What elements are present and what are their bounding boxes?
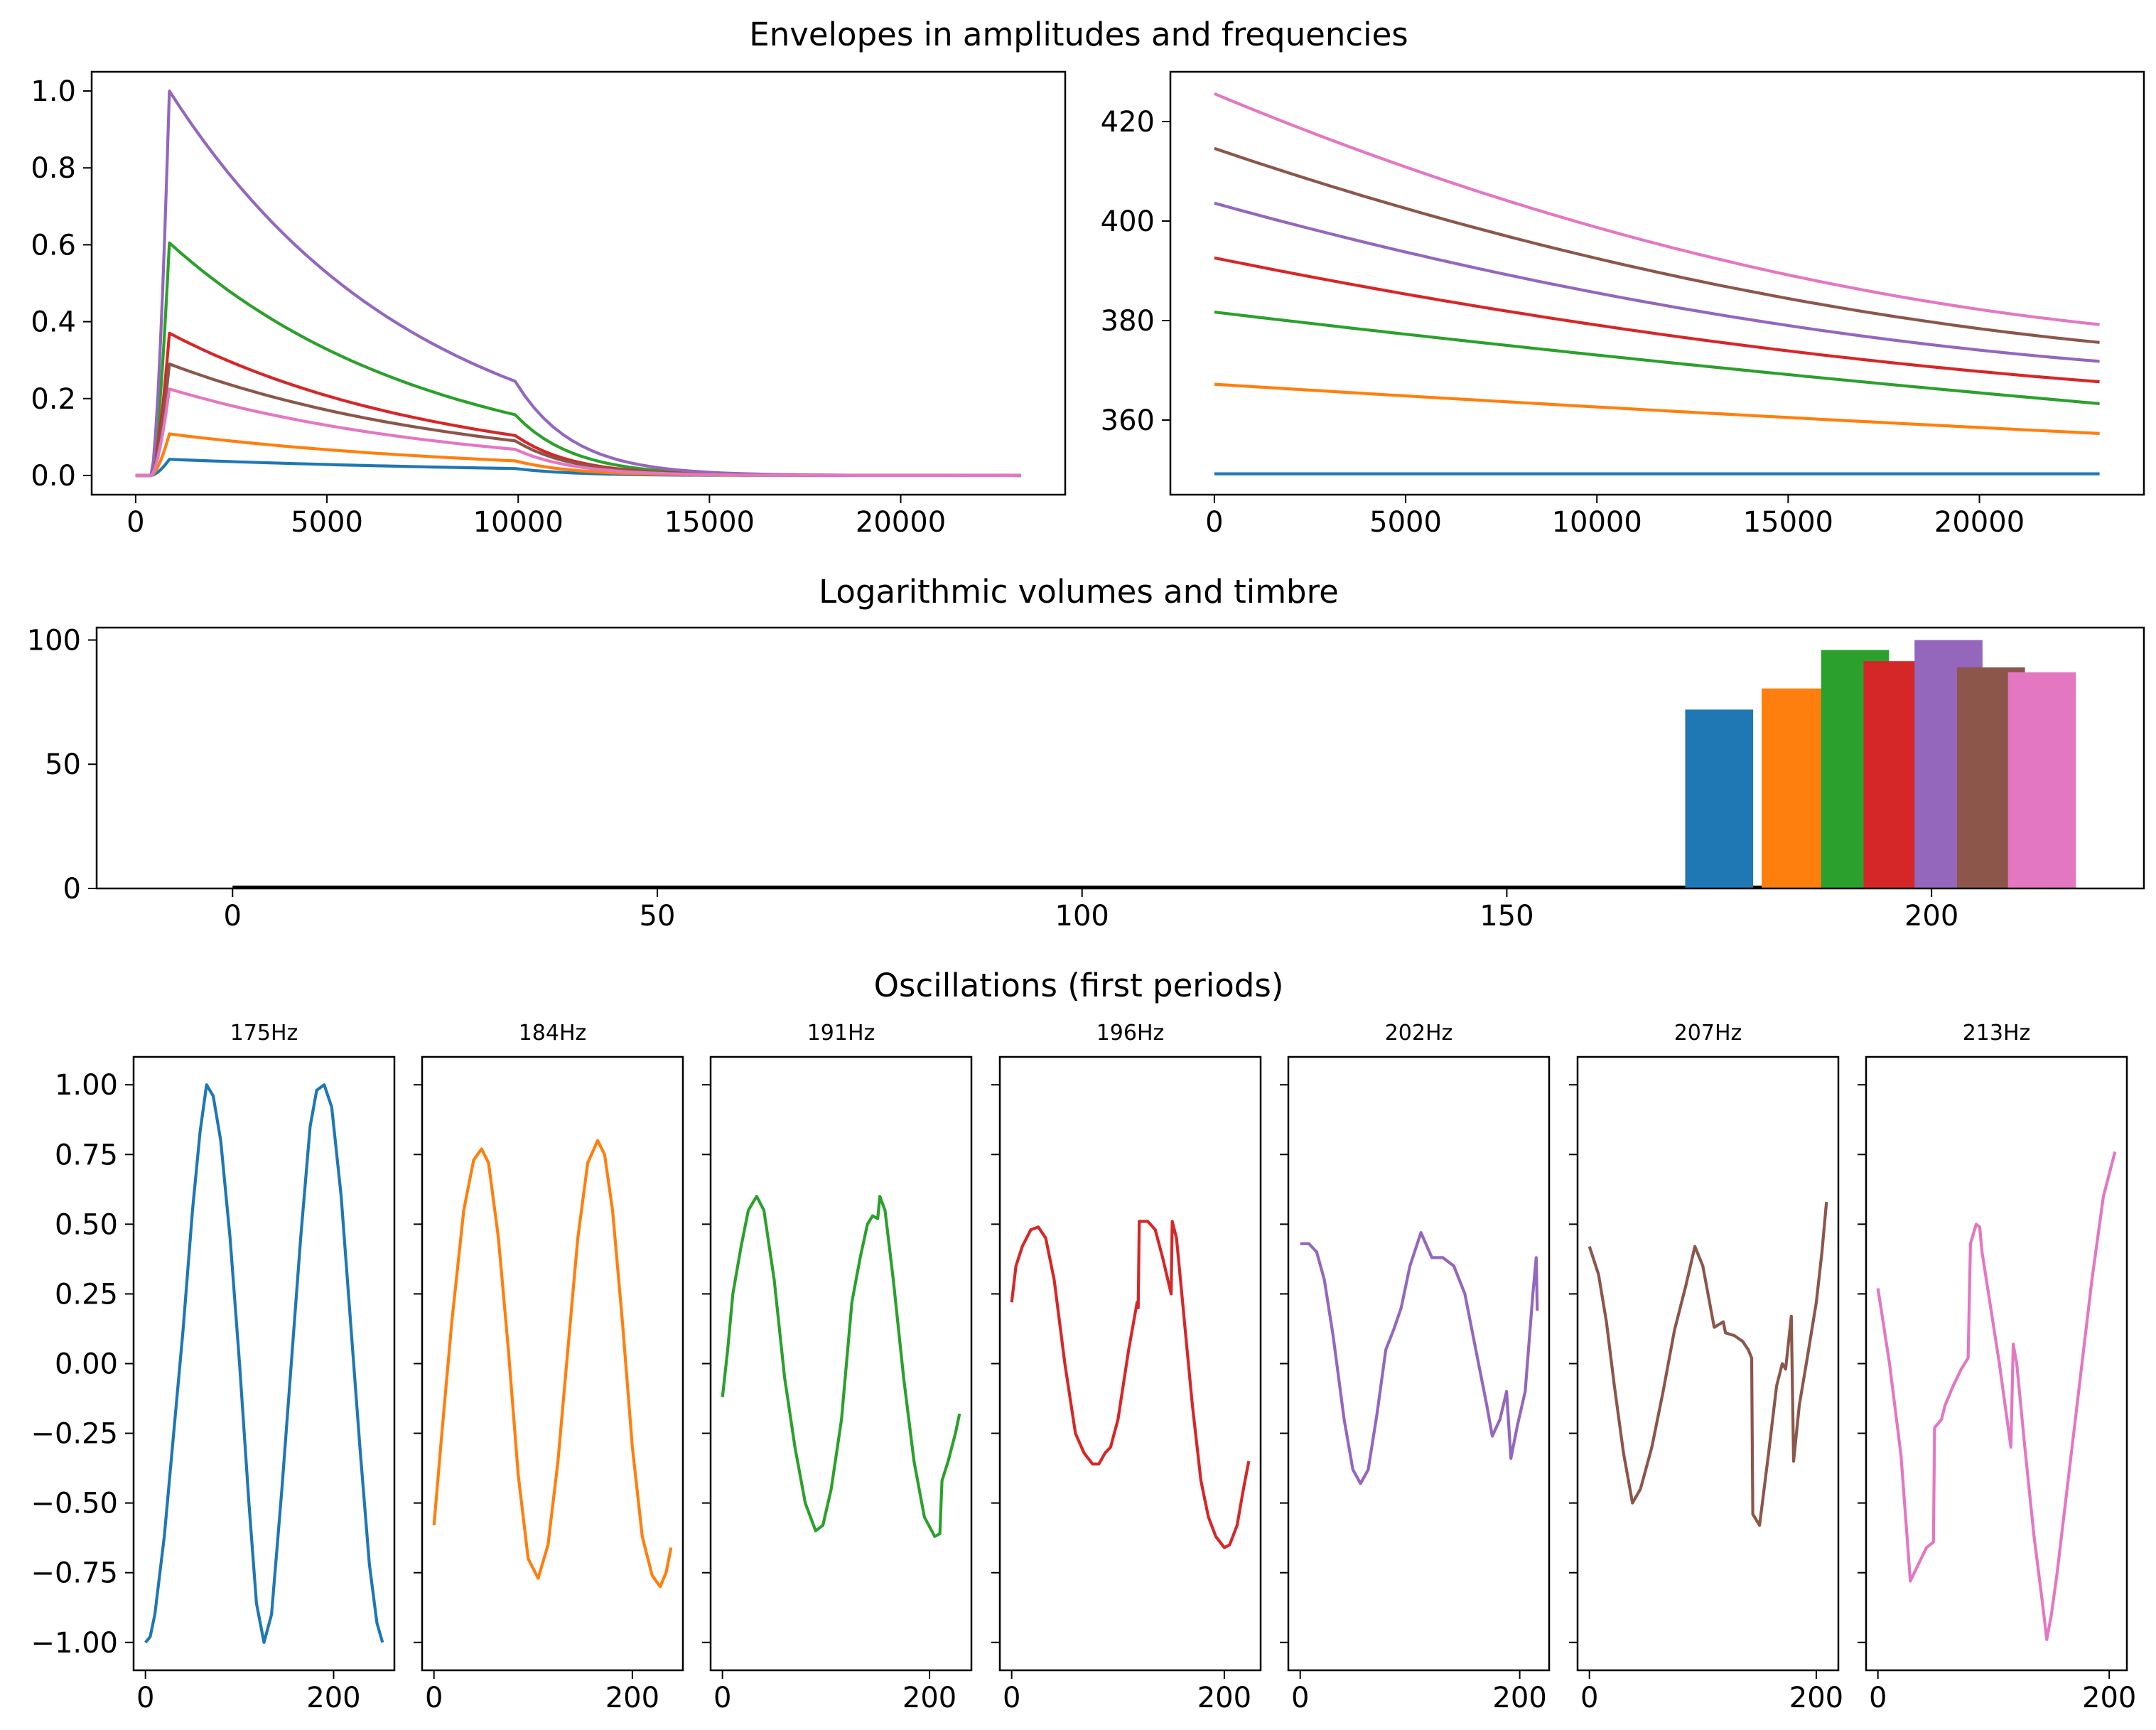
oscillation-line xyxy=(144,1083,384,1644)
volume-bar xyxy=(2007,672,2076,888)
osc-xtick-label: 0 xyxy=(1291,1682,1309,1714)
frequency-envelope-line xyxy=(1214,201,2100,363)
osc-ytick-label: −0.50 xyxy=(31,1488,118,1520)
freq-ytick-label: 400 xyxy=(1101,205,1155,238)
amp-xtick-label: 15000 xyxy=(664,506,755,539)
osc-xtick-label: 0 xyxy=(713,1682,731,1714)
vol-xtick-label: 50 xyxy=(640,900,676,933)
freq-ytick-label: 420 xyxy=(1101,106,1155,139)
osc-xtick-label: 200 xyxy=(1492,1682,1546,1714)
frequency-envelope-plot: 0 5000 10000 15000 20000 360 380 400 420 xyxy=(1101,70,2145,539)
osc-ytick-label: 0.75 xyxy=(55,1139,118,1171)
osc-xtick-label: 200 xyxy=(605,1682,659,1714)
freq-xtick-label: 5000 xyxy=(1369,506,1442,539)
vol-ytick-label: 0 xyxy=(63,873,81,906)
osc-ytick-label: 0.50 xyxy=(55,1208,118,1241)
frequency-envelope-line xyxy=(1214,256,2100,384)
vol-xtick-label: 200 xyxy=(1904,900,1958,933)
osc-ytick-label: 0.25 xyxy=(55,1278,118,1311)
oscillation-line xyxy=(1588,1201,1828,1527)
amp-ytick-label: 0.2 xyxy=(31,383,76,416)
oscillation-line xyxy=(721,1194,961,1538)
osc-ytick-label: −0.75 xyxy=(31,1557,118,1590)
amp-ytick-label: 1.0 xyxy=(31,75,76,108)
vol-ytick-label: 100 xyxy=(27,624,81,657)
osc-xtick-label: 200 xyxy=(306,1682,360,1714)
osc-xtick-label: 0 xyxy=(136,1682,154,1714)
volume-bar xyxy=(1685,709,1754,888)
osc-ytick-label: 0.00 xyxy=(55,1348,118,1381)
frequency-envelope-line xyxy=(1214,92,2100,326)
volume-bar xyxy=(1762,688,1830,888)
amp-xtick-label: 0 xyxy=(126,506,144,539)
vol-ytick-label: 50 xyxy=(45,748,81,781)
vol-xtick-label: 0 xyxy=(224,900,242,933)
oscillation-panel: 0 200 196Hz xyxy=(991,1021,1262,1714)
osc-xtick-label: 200 xyxy=(2082,1682,2136,1714)
freq-xtick-label: 20000 xyxy=(1934,506,2025,539)
oscillation-panel-title: 175Hz xyxy=(230,1021,298,1046)
amp-xtick-label: 10000 xyxy=(473,506,564,539)
freq-ytick-label: 380 xyxy=(1101,305,1155,338)
oscillation-line xyxy=(1300,1230,1539,1485)
amp-ytick-label: 0.0 xyxy=(31,460,76,493)
oscillation-line xyxy=(432,1139,673,1589)
osc-xtick-label: 0 xyxy=(1003,1682,1020,1714)
oscillation-panel-title: 184Hz xyxy=(519,1021,587,1046)
amp-xtick-label: 5000 xyxy=(291,506,363,539)
freq-xtick-label: 10000 xyxy=(1552,506,1642,539)
log-volume-bar-plot: 0 50 100 150 200 0 50 100 xyxy=(27,624,2145,933)
amp-ytick-label: 0.8 xyxy=(31,152,76,185)
frequency-envelope-line xyxy=(1214,146,2100,344)
oscillation-panel-title: 191Hz xyxy=(807,1021,875,1046)
osc-xtick-label: 0 xyxy=(1580,1682,1598,1714)
amp-ytick-label: 0.4 xyxy=(31,306,76,339)
oscillations-title: Oscillations (first periods) xyxy=(874,967,1284,1004)
oscillation-panel-title: 196Hz xyxy=(1096,1021,1165,1046)
oscillation-panel: 0 200 202Hz xyxy=(1280,1021,1551,1714)
osc-ytick-label: −1.00 xyxy=(31,1627,118,1660)
freq-xtick-label: 0 xyxy=(1205,506,1223,539)
amplitude-axes-frame xyxy=(90,70,1067,496)
amplitude-envelope-line xyxy=(135,387,1021,478)
vol-xtick-label: 150 xyxy=(1479,900,1534,933)
osc-xtick-label: 200 xyxy=(902,1682,956,1714)
amplitude-envelope-plot: 0 5000 10000 15000 20000 0.0 0.2 0.4 0.6 0.8 1.0 xyxy=(31,70,1067,539)
oscillation-plots: 0 200 −1.00 −0.75 −0.50 −0.25 0.00 0.25 0.50 0.75… xyxy=(31,1021,2136,1714)
oscillation-panel: 0 200 184Hz xyxy=(414,1021,684,1714)
oscillation-panel: 0 200 207Hz xyxy=(1569,1021,1843,1714)
oscillation-panel-title: 202Hz xyxy=(1385,1021,1453,1046)
oscillation-line xyxy=(1010,1220,1251,1549)
volume-axes-frame xyxy=(95,626,2145,890)
amp-ytick-label: 0.6 xyxy=(31,229,76,262)
envelopes-title: Envelopes in amplitudes and frequencies xyxy=(749,16,1408,53)
oscillation-panel-title: 213Hz xyxy=(1963,1021,2031,1046)
frequency-envelope-line xyxy=(1214,382,2100,435)
osc-ytick-label: −0.25 xyxy=(31,1418,118,1451)
osc-xtick-label: 200 xyxy=(1197,1682,1251,1714)
freq-xtick-label: 15000 xyxy=(1743,506,1833,539)
osc-xtick-label: 200 xyxy=(1789,1682,1843,1714)
oscillation-panel: 0 200 191Hz xyxy=(702,1021,973,1714)
osc-xtick-label: 0 xyxy=(425,1682,443,1714)
frequency-axes-frame xyxy=(1169,70,2145,496)
oscillation-panel: 0 200 213Hz xyxy=(1858,1021,2136,1714)
oscillation-panel-title: 207Hz xyxy=(1674,1021,1742,1046)
volumes-title: Logarithmic volumes and timbre xyxy=(819,573,1339,611)
vol-xtick-label: 100 xyxy=(1055,900,1109,933)
frequency-envelope-line xyxy=(1214,311,2100,405)
osc-xtick-label: 0 xyxy=(1869,1682,1887,1714)
oscillation-panel: 0 200 −1.00 −0.75 −0.50 −0.25 0.00 0.25 0.50 0.75… xyxy=(31,1021,396,1714)
freq-ytick-label: 360 xyxy=(1101,404,1155,437)
oscillation-line xyxy=(1876,1151,2117,1641)
osc-ytick-label: 1.00 xyxy=(55,1069,118,1102)
amp-xtick-label: 20000 xyxy=(856,506,946,539)
